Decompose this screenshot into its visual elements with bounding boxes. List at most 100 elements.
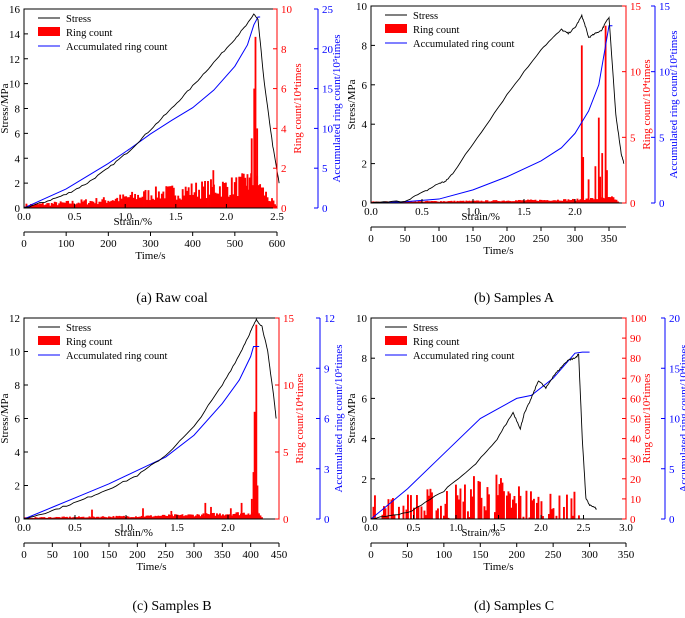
ring-axis-label: Ring count/10⁴times <box>292 63 304 153</box>
stress-line <box>23 13 280 209</box>
ring-count-bar <box>129 517 131 519</box>
ring-count-bar <box>162 514 164 519</box>
ring-count-bar <box>181 514 184 519</box>
ring-count-bar <box>549 493 552 519</box>
legend-accum-label: Accumulated ring count <box>413 351 515 362</box>
ring-count-bar <box>432 201 435 203</box>
ring-count-bar <box>237 512 239 519</box>
ring-count-bar <box>59 201 62 208</box>
stress-tick-label: 4 <box>15 447 21 459</box>
ring-count-bar <box>153 199 156 208</box>
stress-axis-label: Stress/MPa <box>0 83 11 133</box>
ring-count-bar <box>102 516 104 519</box>
ring-count-bar <box>268 201 270 208</box>
accum-tick-label: 15 <box>322 84 334 96</box>
stress-tick-label: 4 <box>362 434 368 446</box>
ring-tick-label: 15 <box>283 313 295 325</box>
ring-count-bar <box>78 516 80 519</box>
stress-tick-label: 8 <box>15 104 21 116</box>
ring-count-bar <box>168 186 171 208</box>
ring-count-bar <box>160 515 163 519</box>
ring-count-bar <box>73 203 75 208</box>
accum-tick-label: 0 <box>659 198 665 210</box>
ring-count-spike <box>212 170 215 208</box>
ring-count-bar <box>515 503 517 519</box>
ring-count-bar <box>522 516 525 519</box>
accum-tick-label: 0 <box>669 514 675 526</box>
ring-count-bar <box>101 199 104 208</box>
ring-count-bar <box>530 199 532 203</box>
ring-count-bar <box>83 200 86 208</box>
ring-count-spike <box>250 498 253 519</box>
ring-count-bar <box>184 186 187 208</box>
ring-count-bar <box>87 517 89 519</box>
strain-tick-label: 2.0 <box>534 522 548 534</box>
ring-count-bar <box>79 203 81 208</box>
ring-count-bar <box>183 195 186 208</box>
ring-count-spike <box>582 157 585 203</box>
stress-tick-label: 2 <box>362 159 368 171</box>
stress-line <box>370 13 625 204</box>
ring-count-bar <box>43 205 46 208</box>
ring-count-bar <box>537 496 540 519</box>
ring-count-bar <box>498 484 501 519</box>
stress-tick-label: 10 <box>356 313 368 325</box>
ring-count-bar <box>53 201 56 208</box>
ring-count-bar <box>566 200 568 203</box>
ring-count-bar <box>425 515 427 519</box>
ring-count-bar <box>525 200 528 203</box>
ring-count-bar <box>113 200 116 208</box>
ring-count-spike <box>580 45 583 204</box>
ring-count-bar <box>507 491 510 519</box>
ring-count-bar <box>225 514 227 519</box>
ring-axis-label: Ring count/10⁴times <box>294 373 306 463</box>
ring-count-bar <box>226 186 229 208</box>
ring-count-bar <box>500 478 502 519</box>
ring-count-bar <box>130 517 133 519</box>
time-tick-label: 450 <box>271 549 288 561</box>
time-tick-label: 200 <box>100 238 117 250</box>
ring-count-bar <box>413 201 415 203</box>
ring-count-bar <box>187 187 190 208</box>
ring-count-bar <box>236 196 239 208</box>
ring-count-bar <box>61 202 64 208</box>
ring-count-bar <box>509 200 511 203</box>
ring-count-bar <box>118 515 121 519</box>
ring-axis-label: Ring count/10²times <box>641 374 653 464</box>
ring-count-bar <box>127 516 130 519</box>
ring-count-bar <box>585 198 588 203</box>
ring-count-bar <box>202 186 205 208</box>
ring-count-bar <box>238 515 241 519</box>
ring-count-bar <box>119 194 122 208</box>
legend-ring-swatch <box>385 336 407 345</box>
ring-count-bar <box>95 198 98 208</box>
ring-count-bar <box>244 514 247 519</box>
ring-count-bar <box>447 517 450 519</box>
ring-count-bar <box>480 200 483 203</box>
ring-tick-label: 60 <box>630 393 642 405</box>
ring-count-bar <box>207 181 209 208</box>
strain-tick-label: 2.0 <box>220 211 234 223</box>
ring-count-series <box>371 25 621 204</box>
ring-count-bar <box>171 185 174 208</box>
chart-panel-2: 0 2 4 6 8 10 Stress/MPa 0.0 0.5 1.0 1.5 2.0 Strain/%… <box>346 1 680 306</box>
ring-count-bar <box>70 203 73 208</box>
ring-count-bar <box>220 515 223 519</box>
time-tick-label: 100 <box>431 233 448 245</box>
ring-count-bar <box>429 488 432 519</box>
ring-count-bar <box>428 201 430 203</box>
accumulated-ring-count-line <box>370 351 590 520</box>
ring-count-bar <box>54 517 56 519</box>
ring-count-bar <box>497 495 499 519</box>
strain-tick-label: 3.0 <box>619 522 633 534</box>
ring-count-bar <box>464 201 466 203</box>
ring-count-bar <box>543 200 546 203</box>
strain-axis-label: Strain/% <box>114 216 153 228</box>
ring-count-bar <box>44 204 47 208</box>
time-tick-label: 50 <box>47 549 59 561</box>
ring-count-bar <box>180 514 182 519</box>
ring-count-bar <box>423 510 426 519</box>
ring-count-bar <box>444 503 447 519</box>
ring-count-bar <box>85 199 87 208</box>
